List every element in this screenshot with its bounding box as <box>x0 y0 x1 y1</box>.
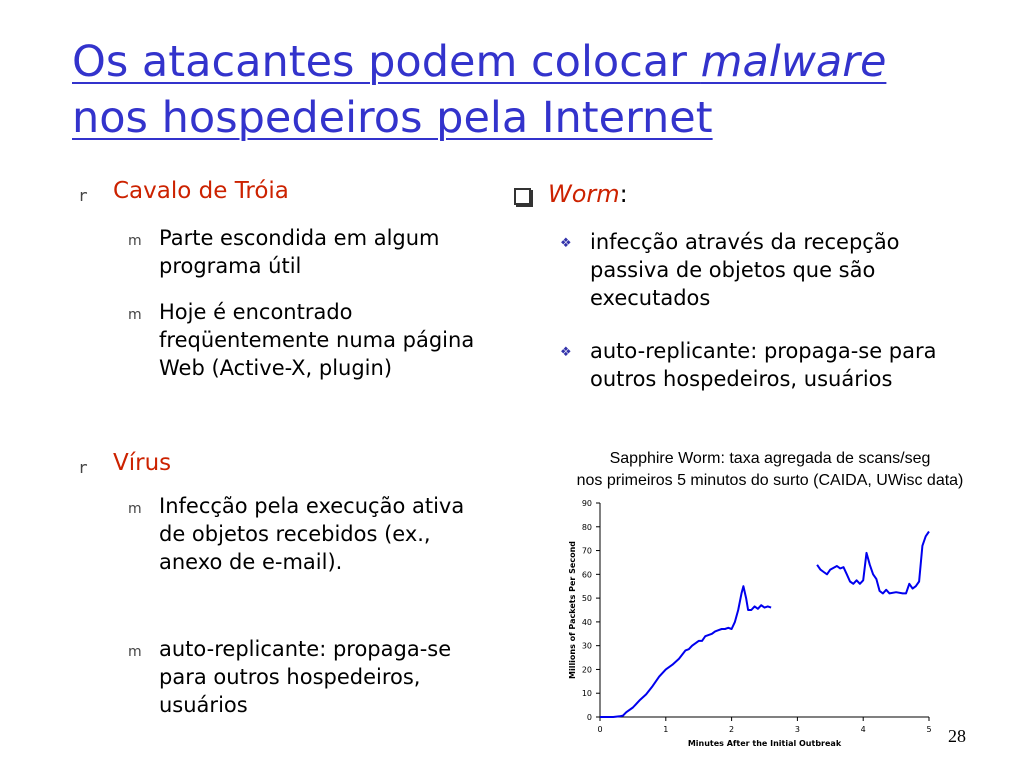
x-tick-label: 4 <box>861 725 866 734</box>
x-tick-label: 3 <box>795 725 800 734</box>
series-line-segment <box>600 585 772 718</box>
y-tick-label: 30 <box>582 642 592 651</box>
worm-item-1: infecção através da recepção passiva de … <box>590 230 900 310</box>
virus-item-2: auto-replicante: propaga-se para outros … <box>159 637 452 717</box>
x-tick-label: 1 <box>663 725 668 734</box>
slide-title: Os atacantes podem colocar malware nos h… <box>72 34 972 146</box>
x-axis-label: Minutes After the Initial Outbreak <box>688 739 842 748</box>
title-part1: Os atacantes podem colocar <box>72 37 701 87</box>
checkbox-bullet-icon <box>514 188 531 205</box>
caption-line-2: nos primeiros 5 minutos do surto (CAIDA,… <box>576 472 964 489</box>
y-tick-label: 80 <box>582 523 592 532</box>
bullet-marker-virus: r <box>78 458 88 477</box>
y-tick-label: 10 <box>582 689 592 698</box>
worm-item-2: auto-replicante: propaga-se para outros … <box>590 339 937 391</box>
sub-marker: m <box>128 644 142 660</box>
title-part2: nos hospedeiros pela Internet <box>72 93 713 143</box>
worm-label: Worm <box>548 180 620 208</box>
caption-line-1: Sapphire Worm: taxa agregada de scans/se… <box>609 450 931 467</box>
title-italic: malware <box>700 37 887 87</box>
trojan-item-2: Hoje é encontrado freqüentemente numa pá… <box>159 300 475 380</box>
y-axis-label: Millions of Packets Per Second <box>568 541 577 679</box>
series-line-segment <box>816 530 930 595</box>
worm-heading: Worm: <box>548 180 628 208</box>
worm-colon: : <box>619 180 628 208</box>
chart-caption: Sapphire Worm: taxa agregada de scans/se… <box>520 448 1020 492</box>
scan-rate-chart: 0 10 20 30 40 50 60 70 80 90 0 1 2 3 4 5 Minutes After t… <box>568 499 932 748</box>
y-tick-label: 50 <box>582 594 592 603</box>
trojan-label: Cavalo de Tróia <box>113 178 289 204</box>
x-tick-label: 0 <box>597 725 602 734</box>
virus-item-1: Infecção pela execução ativa de objetos … <box>159 494 465 574</box>
y-tick-label: 0 <box>587 713 592 722</box>
page-number: 28 <box>948 726 966 746</box>
diamond-bullet-icon: ❖ <box>560 345 572 360</box>
virus-label: Vírus <box>113 450 172 476</box>
x-tick-label: 2 <box>729 725 734 734</box>
y-tick-label: 60 <box>582 570 592 579</box>
x-tick-label: 5 <box>926 725 931 734</box>
y-tick-label: 70 <box>582 547 592 556</box>
sub-marker: m <box>128 501 142 517</box>
bullet-marker-trojan: r <box>78 186 88 205</box>
sub-marker: m <box>128 307 142 323</box>
y-tick-label: 40 <box>582 618 592 627</box>
sub-marker: m <box>128 233 142 249</box>
trojan-item-1: Parte escondida em algum programa útil <box>159 226 440 278</box>
y-tick-label: 90 <box>582 499 592 508</box>
y-tick-label: 20 <box>582 665 592 674</box>
diamond-bullet-icon: ❖ <box>560 236 572 251</box>
